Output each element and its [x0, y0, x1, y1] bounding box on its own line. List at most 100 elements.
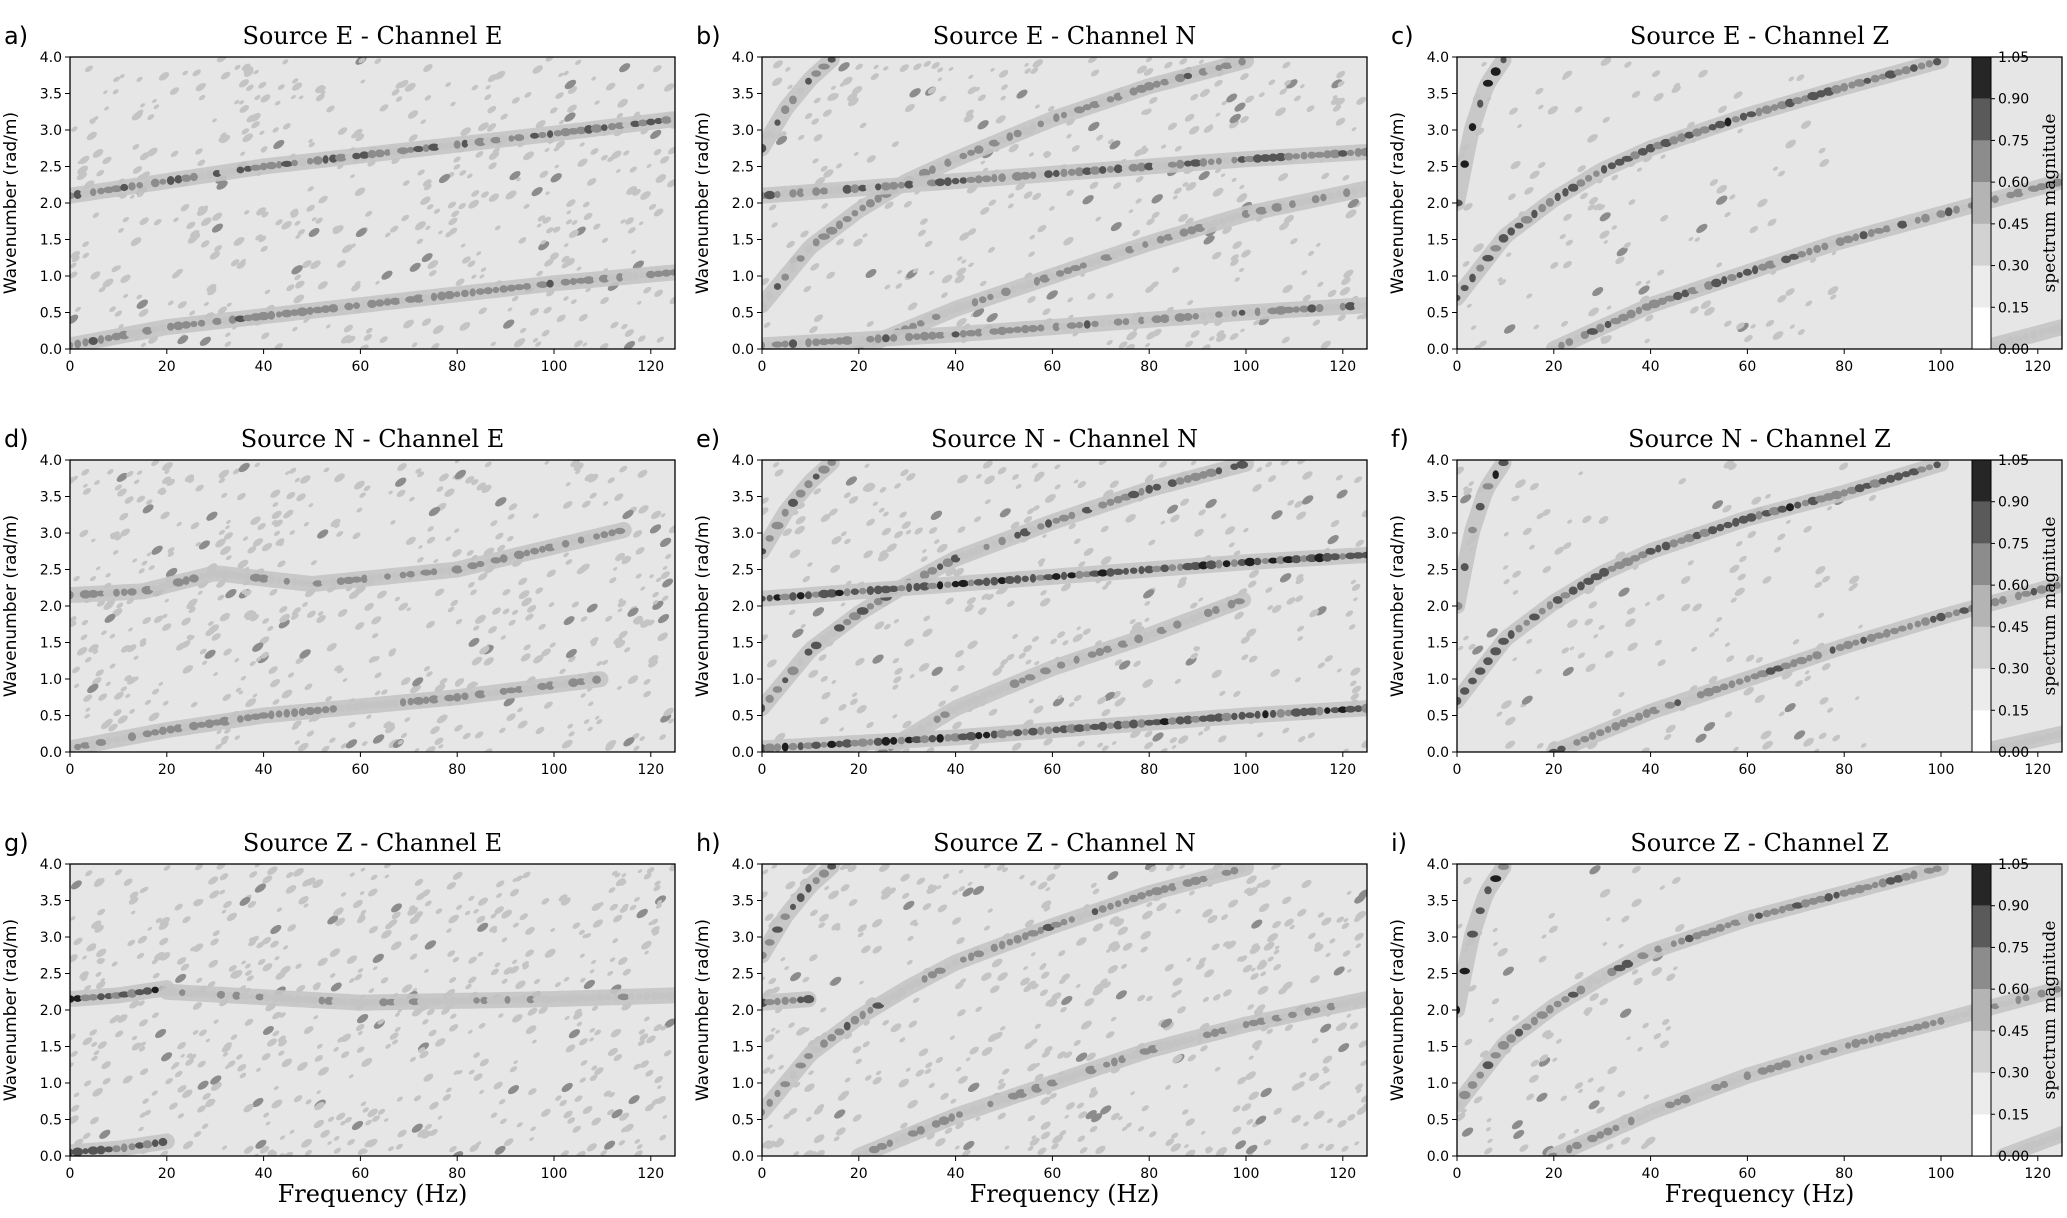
noise-speckle — [1212, 187, 1224, 197]
dispersion-curve-mark — [1546, 601, 1554, 610]
dispersion-curve-mark — [1523, 619, 1530, 626]
dispersion-curve-mark — [805, 883, 812, 893]
noise-speckle — [293, 294, 305, 304]
noise-speckle — [244, 210, 250, 215]
noise-speckle — [583, 212, 593, 221]
noise-speckle — [1466, 303, 1472, 308]
colorbar-segment — [1972, 501, 1991, 544]
noise-speckle — [271, 1099, 283, 1109]
dispersion-curve-mark — [998, 940, 1006, 950]
noise-speckle — [1135, 198, 1142, 204]
noise-speckle — [225, 588, 237, 599]
noise-speckle — [1821, 575, 1831, 583]
dispersion-curve-mark — [366, 574, 378, 582]
dispersion-curve-mark — [1999, 596, 2007, 605]
noise-speckle — [454, 528, 460, 533]
noise-speckle — [1690, 306, 1699, 314]
y-tick-label: 2.0 — [40, 1003, 62, 1019]
dispersion-curve-mark — [2013, 335, 2023, 342]
dispersion-curve-mark — [1348, 997, 1361, 1006]
noise-speckle — [662, 1115, 668, 1119]
noise-speckle — [140, 1068, 149, 1076]
noise-speckle — [831, 680, 837, 684]
dispersion-curve-mark — [1113, 318, 1123, 326]
noise-speckle — [225, 525, 230, 530]
dispersion-curve-mark — [250, 164, 262, 171]
noise-speckle — [469, 1144, 480, 1152]
dispersion-curve-mark — [1593, 170, 1600, 177]
noise-speckle — [1638, 285, 1650, 295]
dispersion-curve-mark — [1476, 264, 1485, 272]
noise-speckle — [1337, 80, 1345, 87]
dispersion-curve-mark — [1203, 608, 1213, 618]
dispersion-curve-mark — [1138, 487, 1145, 496]
noise-speckle — [212, 212, 223, 221]
noise-speckle — [953, 567, 965, 577]
noise-speckle — [1271, 604, 1282, 613]
dispersion-curve-mark — [1673, 291, 1683, 301]
dispersion-curve-mark — [307, 157, 314, 165]
noise-speckle — [1611, 225, 1617, 230]
dispersion-curve-mark — [1156, 235, 1165, 244]
dispersion-curve-mark — [1990, 598, 2000, 607]
dispersion-curve-mark — [136, 587, 143, 596]
noise-speckle — [589, 1037, 594, 1042]
dispersion-curve-mark — [1013, 934, 1022, 944]
noise-speckle — [591, 1005, 599, 1011]
noise-speckle — [311, 217, 317, 222]
dispersion-curve-mark — [464, 997, 474, 1005]
noise-speckle — [357, 1148, 366, 1156]
dispersion-curve-mark — [1933, 461, 1941, 469]
noise-speckle — [589, 969, 595, 974]
dispersion-curve-mark — [2022, 737, 2031, 747]
dispersion-curve-mark — [967, 149, 976, 156]
dispersion-curve-mark — [1282, 306, 1295, 314]
dispersion-curve-mark — [1878, 477, 1888, 485]
noise-speckle — [1588, 601, 1598, 609]
noise-speckle — [242, 133, 253, 143]
dispersion-curve-mark — [1027, 930, 1039, 937]
dispersion-curve-mark — [87, 1146, 99, 1155]
noise-speckle — [442, 1094, 451, 1101]
noise-speckle — [174, 903, 183, 911]
dispersion-curve-mark — [321, 579, 331, 586]
noise-speckle — [1052, 1134, 1063, 1144]
dispersion-curve-mark — [1305, 707, 1318, 716]
noise-speckle — [1310, 975, 1320, 984]
noise-speckle — [1347, 968, 1352, 973]
noise-speckle — [840, 602, 846, 607]
noise-speckle — [1151, 194, 1163, 204]
noise-speckle — [129, 1000, 140, 1009]
noise-speckle — [466, 173, 473, 179]
noise-speckle — [660, 513, 666, 518]
dispersion-curve-mark — [1060, 918, 1068, 926]
noise-speckle — [609, 903, 618, 911]
noise-speckle — [607, 477, 615, 484]
dispersion-curve-mark — [608, 529, 616, 537]
dispersion-curve-mark — [772, 926, 783, 933]
noise-speckle — [1754, 694, 1765, 703]
noise-speckle — [561, 1082, 573, 1093]
noise-speckle — [517, 720, 528, 729]
dispersion-curve-mark — [1490, 67, 1501, 76]
noise-speckle — [1297, 908, 1307, 917]
dispersion-curve-mark — [423, 696, 430, 704]
noise-speckle — [237, 1064, 247, 1072]
noise-speckle — [1538, 955, 1547, 963]
noise-speckle — [638, 1029, 646, 1035]
noise-speckle — [1343, 918, 1349, 923]
noise-speckle — [271, 519, 278, 525]
noise-speckle — [1037, 1147, 1047, 1155]
noise-speckle — [550, 252, 559, 261]
noise-speckle — [1231, 1126, 1242, 1135]
noise-speckle — [157, 487, 166, 495]
dispersion-curve-mark — [1068, 916, 1076, 923]
noise-speckle — [1107, 871, 1119, 881]
dispersion-curve-mark — [780, 189, 791, 199]
noise-speckle — [192, 69, 201, 77]
noise-speckle — [582, 933, 588, 939]
noise-speckle — [596, 661, 603, 667]
noise-speckle — [190, 946, 197, 952]
noise-speckle — [619, 63, 631, 73]
noise-speckle — [83, 1080, 92, 1087]
